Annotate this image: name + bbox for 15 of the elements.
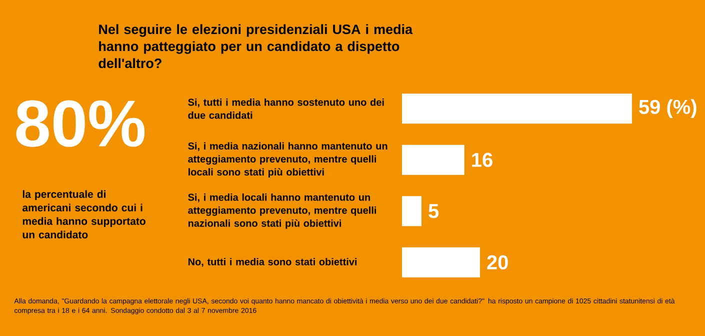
data-label: 16 (472, 152, 492, 167)
y-tick-label: No, tutti i media sono stati obiettivi (188, 258, 357, 267)
y-tick-label: Si, tutti i media hanno sostenuto uno dei due candidati (188, 98, 384, 119)
bar (402, 94, 632, 124)
bar (402, 196, 422, 226)
text: la percentuale di americani secondo cui i media hanno supportato un candidato (22, 190, 146, 238)
bar (402, 144, 464, 175)
y-tick-label: Si, i media nazionali hanno mantenuto un atteggiamento prevenuto, mentre quelli locali sono stati più obiettivi (188, 142, 388, 178)
data-label: 59 (%) (639, 99, 696, 118)
data-label: 5 (428, 204, 439, 218)
text: 80% (16, 100, 145, 147)
text: Nel seguire le elezioni presidenziali USA i media hanno patteggiato per un candidato a dispetto dell'altro? (98, 24, 413, 68)
bar (402, 247, 480, 278)
y-tick-label: Si, i media locali hanno mantenuto un atteggiamento prevenuto, mentre quelli nazionali sono stati più obiettivi (188, 193, 376, 229)
data-label: 20 (487, 255, 508, 270)
